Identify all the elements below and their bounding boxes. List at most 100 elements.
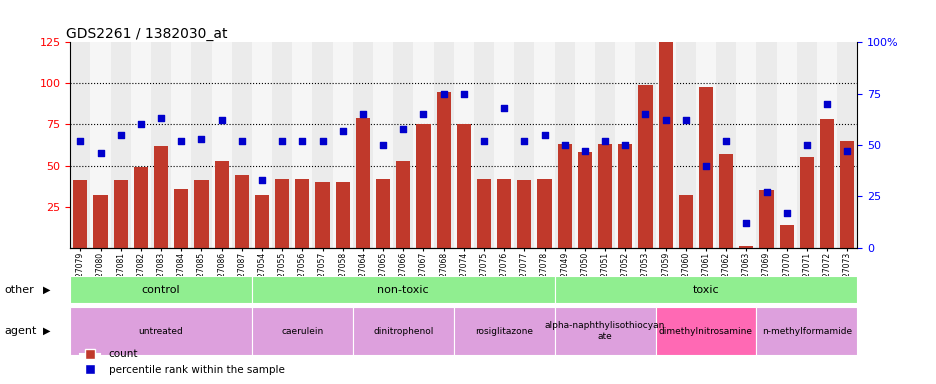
Point [536,132,551,138]
Point [113,132,128,138]
Bar [212,42,231,248]
Bar [718,154,733,248]
Point [617,142,632,148]
Point [697,162,712,169]
Bar [255,195,269,248]
Bar [171,42,191,248]
Text: dinitrophenol: dinitrophenol [373,327,433,336]
Bar [554,276,856,303]
Bar [353,42,373,248]
Bar [755,42,776,248]
Point [355,111,370,117]
Point [274,138,289,144]
Bar [73,180,87,248]
Point [194,136,209,142]
Bar [453,307,554,355]
Point [395,126,410,132]
Bar [396,161,410,248]
Bar [675,42,695,248]
Bar [94,195,108,248]
Point [295,138,310,144]
Text: n-methylformamide: n-methylformamide [761,327,851,336]
Bar [755,307,856,355]
Bar [497,179,511,248]
Bar [214,161,228,248]
Point [839,148,854,154]
Point [335,127,350,134]
Bar [375,179,389,248]
Bar [816,42,836,248]
Bar [517,180,531,248]
Bar [655,42,675,248]
Text: rosiglitazone: rosiglitazone [475,327,533,336]
Point [416,111,431,117]
Bar [493,42,514,248]
Bar [235,175,249,248]
Bar [840,141,854,248]
Bar [151,42,171,248]
Point [819,101,834,107]
Bar [779,225,793,248]
Text: untreated: untreated [139,327,183,336]
Bar [312,42,332,248]
Bar [335,182,349,248]
Bar [315,182,329,248]
Bar [356,118,370,248]
Bar [413,42,433,248]
Bar [271,42,292,248]
Text: control: control [141,285,181,295]
Point [173,138,188,144]
Bar [275,179,289,248]
Point [476,138,491,144]
Point [798,142,813,148]
Bar [799,157,813,248]
Point [637,111,652,117]
Bar [416,124,430,248]
Point [739,220,753,226]
Bar [776,42,796,248]
Bar [554,307,655,355]
Bar [194,180,209,248]
Point [456,91,471,97]
Bar [474,42,493,248]
Bar [70,42,91,248]
Bar [252,42,271,248]
Bar [736,42,755,248]
Bar [615,42,635,248]
Bar [534,42,554,248]
Point [517,138,532,144]
Bar [574,42,594,248]
Point [435,91,450,97]
Point [779,210,794,216]
Text: non-toxic: non-toxic [377,285,429,295]
Point [496,105,511,111]
Bar [332,42,353,248]
Point [375,142,390,148]
Text: ▶: ▶ [43,285,51,295]
Text: dimethylnitrosamine: dimethylnitrosamine [658,327,753,336]
Point [577,148,592,154]
Point [657,117,672,123]
Bar [252,276,554,303]
Bar [554,42,574,248]
Bar [537,179,551,248]
Point [557,142,572,148]
Bar [836,42,856,248]
Bar [436,91,450,248]
Bar [739,246,753,248]
Point [597,138,612,144]
Bar [715,42,736,248]
Bar [759,190,773,248]
Point [678,117,693,123]
Text: toxic: toxic [692,285,719,295]
Bar [353,307,453,355]
Bar [231,42,252,248]
Point [214,117,229,123]
Bar [618,144,632,248]
Text: other: other [5,285,35,295]
Bar [578,152,592,248]
Bar [514,42,534,248]
Text: ▶: ▶ [43,326,51,336]
Bar [658,42,672,248]
Point [255,177,270,183]
